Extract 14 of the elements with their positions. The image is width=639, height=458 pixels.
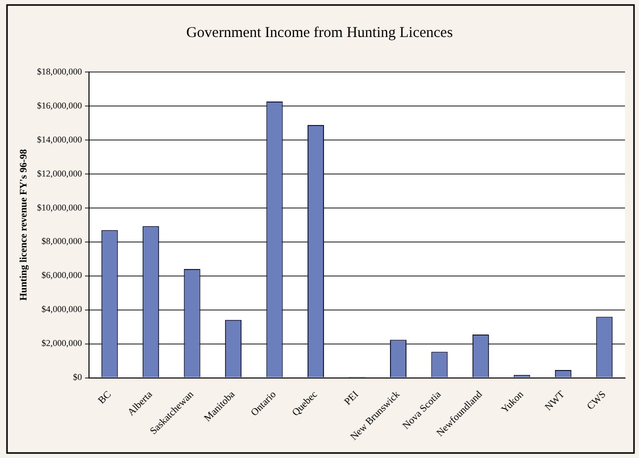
y-tick-label: $14,000,000 bbox=[37, 134, 82, 144]
y-tick-label: $12,000,000 bbox=[37, 168, 82, 178]
y-tick-label: $6,000,000 bbox=[42, 270, 82, 280]
y-axis-title: Hunting licence revenue FY's 96-98 bbox=[18, 149, 30, 301]
y-tick-label: $16,000,000 bbox=[37, 100, 82, 110]
chart-title: Government Income from Hunting Licences bbox=[186, 24, 453, 41]
y-tick-label: $18,000,000 bbox=[37, 66, 82, 76]
x-tick-label: PEI bbox=[342, 389, 361, 408]
y-tick-label: $10,000,000 bbox=[37, 202, 82, 212]
y-tick-label: $4,000,000 bbox=[42, 304, 82, 314]
x-tick-label: BC bbox=[96, 388, 114, 406]
y-tick-label: $8,000,000 bbox=[42, 236, 82, 246]
y-tick-label: $2,000,000 bbox=[42, 338, 82, 348]
y-tick-label: $0 bbox=[73, 372, 82, 382]
